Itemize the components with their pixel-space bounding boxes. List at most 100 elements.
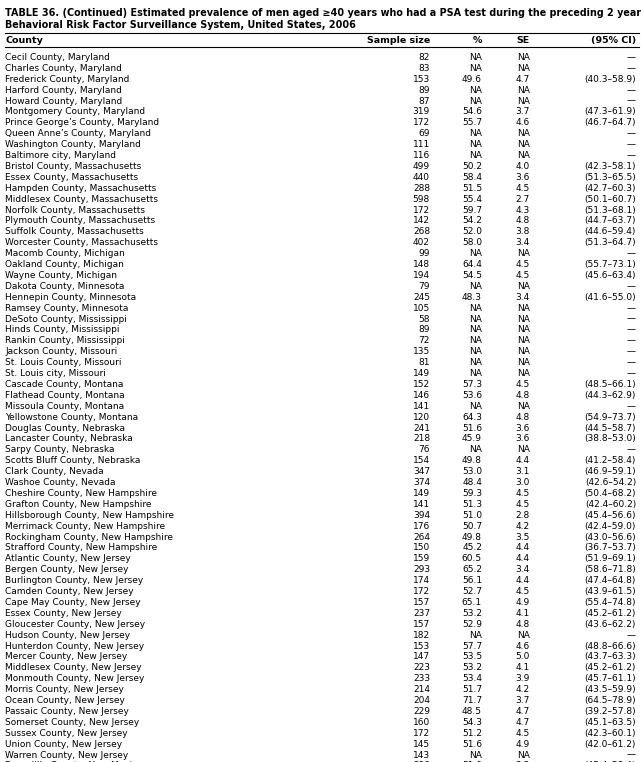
Text: (38.8–53.0): (38.8–53.0) <box>584 434 636 443</box>
Text: 4.7: 4.7 <box>516 707 530 716</box>
Text: 2.7: 2.7 <box>516 194 530 203</box>
Text: (51.9–69.1): (51.9–69.1) <box>584 554 636 563</box>
Text: Wayne County, Michigan: Wayne County, Michigan <box>5 271 117 280</box>
Text: (45.6–63.4): (45.6–63.4) <box>585 271 636 280</box>
Text: (45.4–56.6): (45.4–56.6) <box>585 511 636 520</box>
Text: Charles County, Maryland: Charles County, Maryland <box>5 64 122 73</box>
Text: Washoe County, Nevada: Washoe County, Nevada <box>5 478 115 487</box>
Text: 53.6: 53.6 <box>462 391 482 400</box>
Text: NA: NA <box>517 130 530 138</box>
Text: Cape May County, New Jersey: Cape May County, New Jersey <box>5 598 140 607</box>
Text: —: — <box>627 140 636 149</box>
Text: 4.8: 4.8 <box>516 216 530 226</box>
Text: 4.5: 4.5 <box>516 587 530 596</box>
Text: 440: 440 <box>413 173 430 182</box>
Text: Yellowstone County, Montana: Yellowstone County, Montana <box>5 413 138 421</box>
Text: NA: NA <box>469 249 482 258</box>
Text: 3.1: 3.1 <box>515 467 530 476</box>
Text: 83: 83 <box>419 64 430 73</box>
Text: (58.6–71.8): (58.6–71.8) <box>584 565 636 575</box>
Text: Cheshire County, New Hampshire: Cheshire County, New Hampshire <box>5 489 157 498</box>
Text: 4.1: 4.1 <box>516 664 530 672</box>
Text: 204: 204 <box>413 696 430 705</box>
Text: 142: 142 <box>413 216 430 226</box>
Text: NA: NA <box>469 151 482 160</box>
Text: 146: 146 <box>413 391 430 400</box>
Text: 4.7: 4.7 <box>516 75 530 84</box>
Text: 218: 218 <box>413 434 430 443</box>
Text: —: — <box>627 249 636 258</box>
Text: 141: 141 <box>413 402 430 411</box>
Text: 394: 394 <box>413 511 430 520</box>
Text: 59.3: 59.3 <box>462 489 482 498</box>
Text: (47.3–61.9): (47.3–61.9) <box>585 107 636 117</box>
Text: 319: 319 <box>413 107 430 117</box>
Text: (54.9–73.7): (54.9–73.7) <box>585 413 636 421</box>
Text: 194: 194 <box>413 271 430 280</box>
Text: TABLE 36. (Continued) Estimated prevalence of men aged ≥40 years who had a PSA t: TABLE 36. (Continued) Estimated prevalen… <box>5 8 641 18</box>
Text: Hunterdon County, New Jersey: Hunterdon County, New Jersey <box>5 642 144 651</box>
Text: NA: NA <box>469 97 482 106</box>
Text: NA: NA <box>469 751 482 760</box>
Text: 48.3: 48.3 <box>462 293 482 302</box>
Text: (44.6–59.4): (44.6–59.4) <box>585 227 636 236</box>
Text: 72: 72 <box>419 336 430 345</box>
Text: NA: NA <box>517 358 530 367</box>
Text: NA: NA <box>469 402 482 411</box>
Text: (95% CI): (95% CI) <box>591 36 636 45</box>
Text: (39.2–57.8): (39.2–57.8) <box>585 707 636 716</box>
Text: (43.6–62.2): (43.6–62.2) <box>585 620 636 629</box>
Text: (48.8–66.6): (48.8–66.6) <box>585 642 636 651</box>
Text: 3.5: 3.5 <box>515 533 530 542</box>
Text: 64.4: 64.4 <box>462 260 482 269</box>
Text: (50.1–60.7): (50.1–60.7) <box>584 194 636 203</box>
Text: Harford County, Maryland: Harford County, Maryland <box>5 85 122 94</box>
Text: 2.8: 2.8 <box>516 511 530 520</box>
Text: 52.9: 52.9 <box>462 620 482 629</box>
Text: (41.2–58.4): (41.2–58.4) <box>585 456 636 466</box>
Text: 3.9: 3.9 <box>515 674 530 684</box>
Text: 48.5: 48.5 <box>462 707 482 716</box>
Text: 149: 149 <box>413 369 430 378</box>
Text: 3.8: 3.8 <box>515 227 530 236</box>
Text: (43.0–56.6): (43.0–56.6) <box>585 533 636 542</box>
Text: 69: 69 <box>419 130 430 138</box>
Text: Bristol County, Massachusetts: Bristol County, Massachusetts <box>5 162 141 171</box>
Text: —: — <box>627 282 636 291</box>
Text: NA: NA <box>517 97 530 106</box>
Text: 141: 141 <box>413 500 430 509</box>
Text: 54.3: 54.3 <box>462 718 482 727</box>
Text: (42.3–58.1): (42.3–58.1) <box>585 162 636 171</box>
Text: 57.3: 57.3 <box>462 380 482 389</box>
Text: 49.8: 49.8 <box>462 456 482 466</box>
Text: —: — <box>627 369 636 378</box>
Text: NA: NA <box>469 85 482 94</box>
Text: 4.8: 4.8 <box>516 413 530 421</box>
Text: 4.1: 4.1 <box>516 609 530 618</box>
Text: 147: 147 <box>413 652 430 661</box>
Text: Flathead County, Montana: Flathead County, Montana <box>5 391 124 400</box>
Text: 288: 288 <box>413 184 430 193</box>
Text: (42.4–60.2): (42.4–60.2) <box>585 500 636 509</box>
Text: Passaic County, New Jersey: Passaic County, New Jersey <box>5 707 129 716</box>
Text: 51.2: 51.2 <box>462 728 482 738</box>
Text: County: County <box>5 36 43 45</box>
Text: 4.6: 4.6 <box>516 642 530 651</box>
Text: 53.0: 53.0 <box>462 467 482 476</box>
Text: NA: NA <box>517 445 530 454</box>
Text: NA: NA <box>469 315 482 324</box>
Text: Hillsborough County, New Hampshire: Hillsborough County, New Hampshire <box>5 511 174 520</box>
Text: 49.6: 49.6 <box>462 75 482 84</box>
Text: NA: NA <box>469 140 482 149</box>
Text: (45.7–61.1): (45.7–61.1) <box>585 674 636 684</box>
Text: St. Louis city, Missouri: St. Louis city, Missouri <box>5 369 106 378</box>
Text: —: — <box>627 402 636 411</box>
Text: (43.9–61.5): (43.9–61.5) <box>585 587 636 596</box>
Text: Macomb County, Michigan: Macomb County, Michigan <box>5 249 125 258</box>
Text: 4.5: 4.5 <box>516 271 530 280</box>
Text: Hampden County, Massachusetts: Hampden County, Massachusetts <box>5 184 156 193</box>
Text: 60.5: 60.5 <box>462 554 482 563</box>
Text: —: — <box>627 347 636 357</box>
Text: 53.4: 53.4 <box>462 674 482 684</box>
Text: 65.1: 65.1 <box>462 598 482 607</box>
